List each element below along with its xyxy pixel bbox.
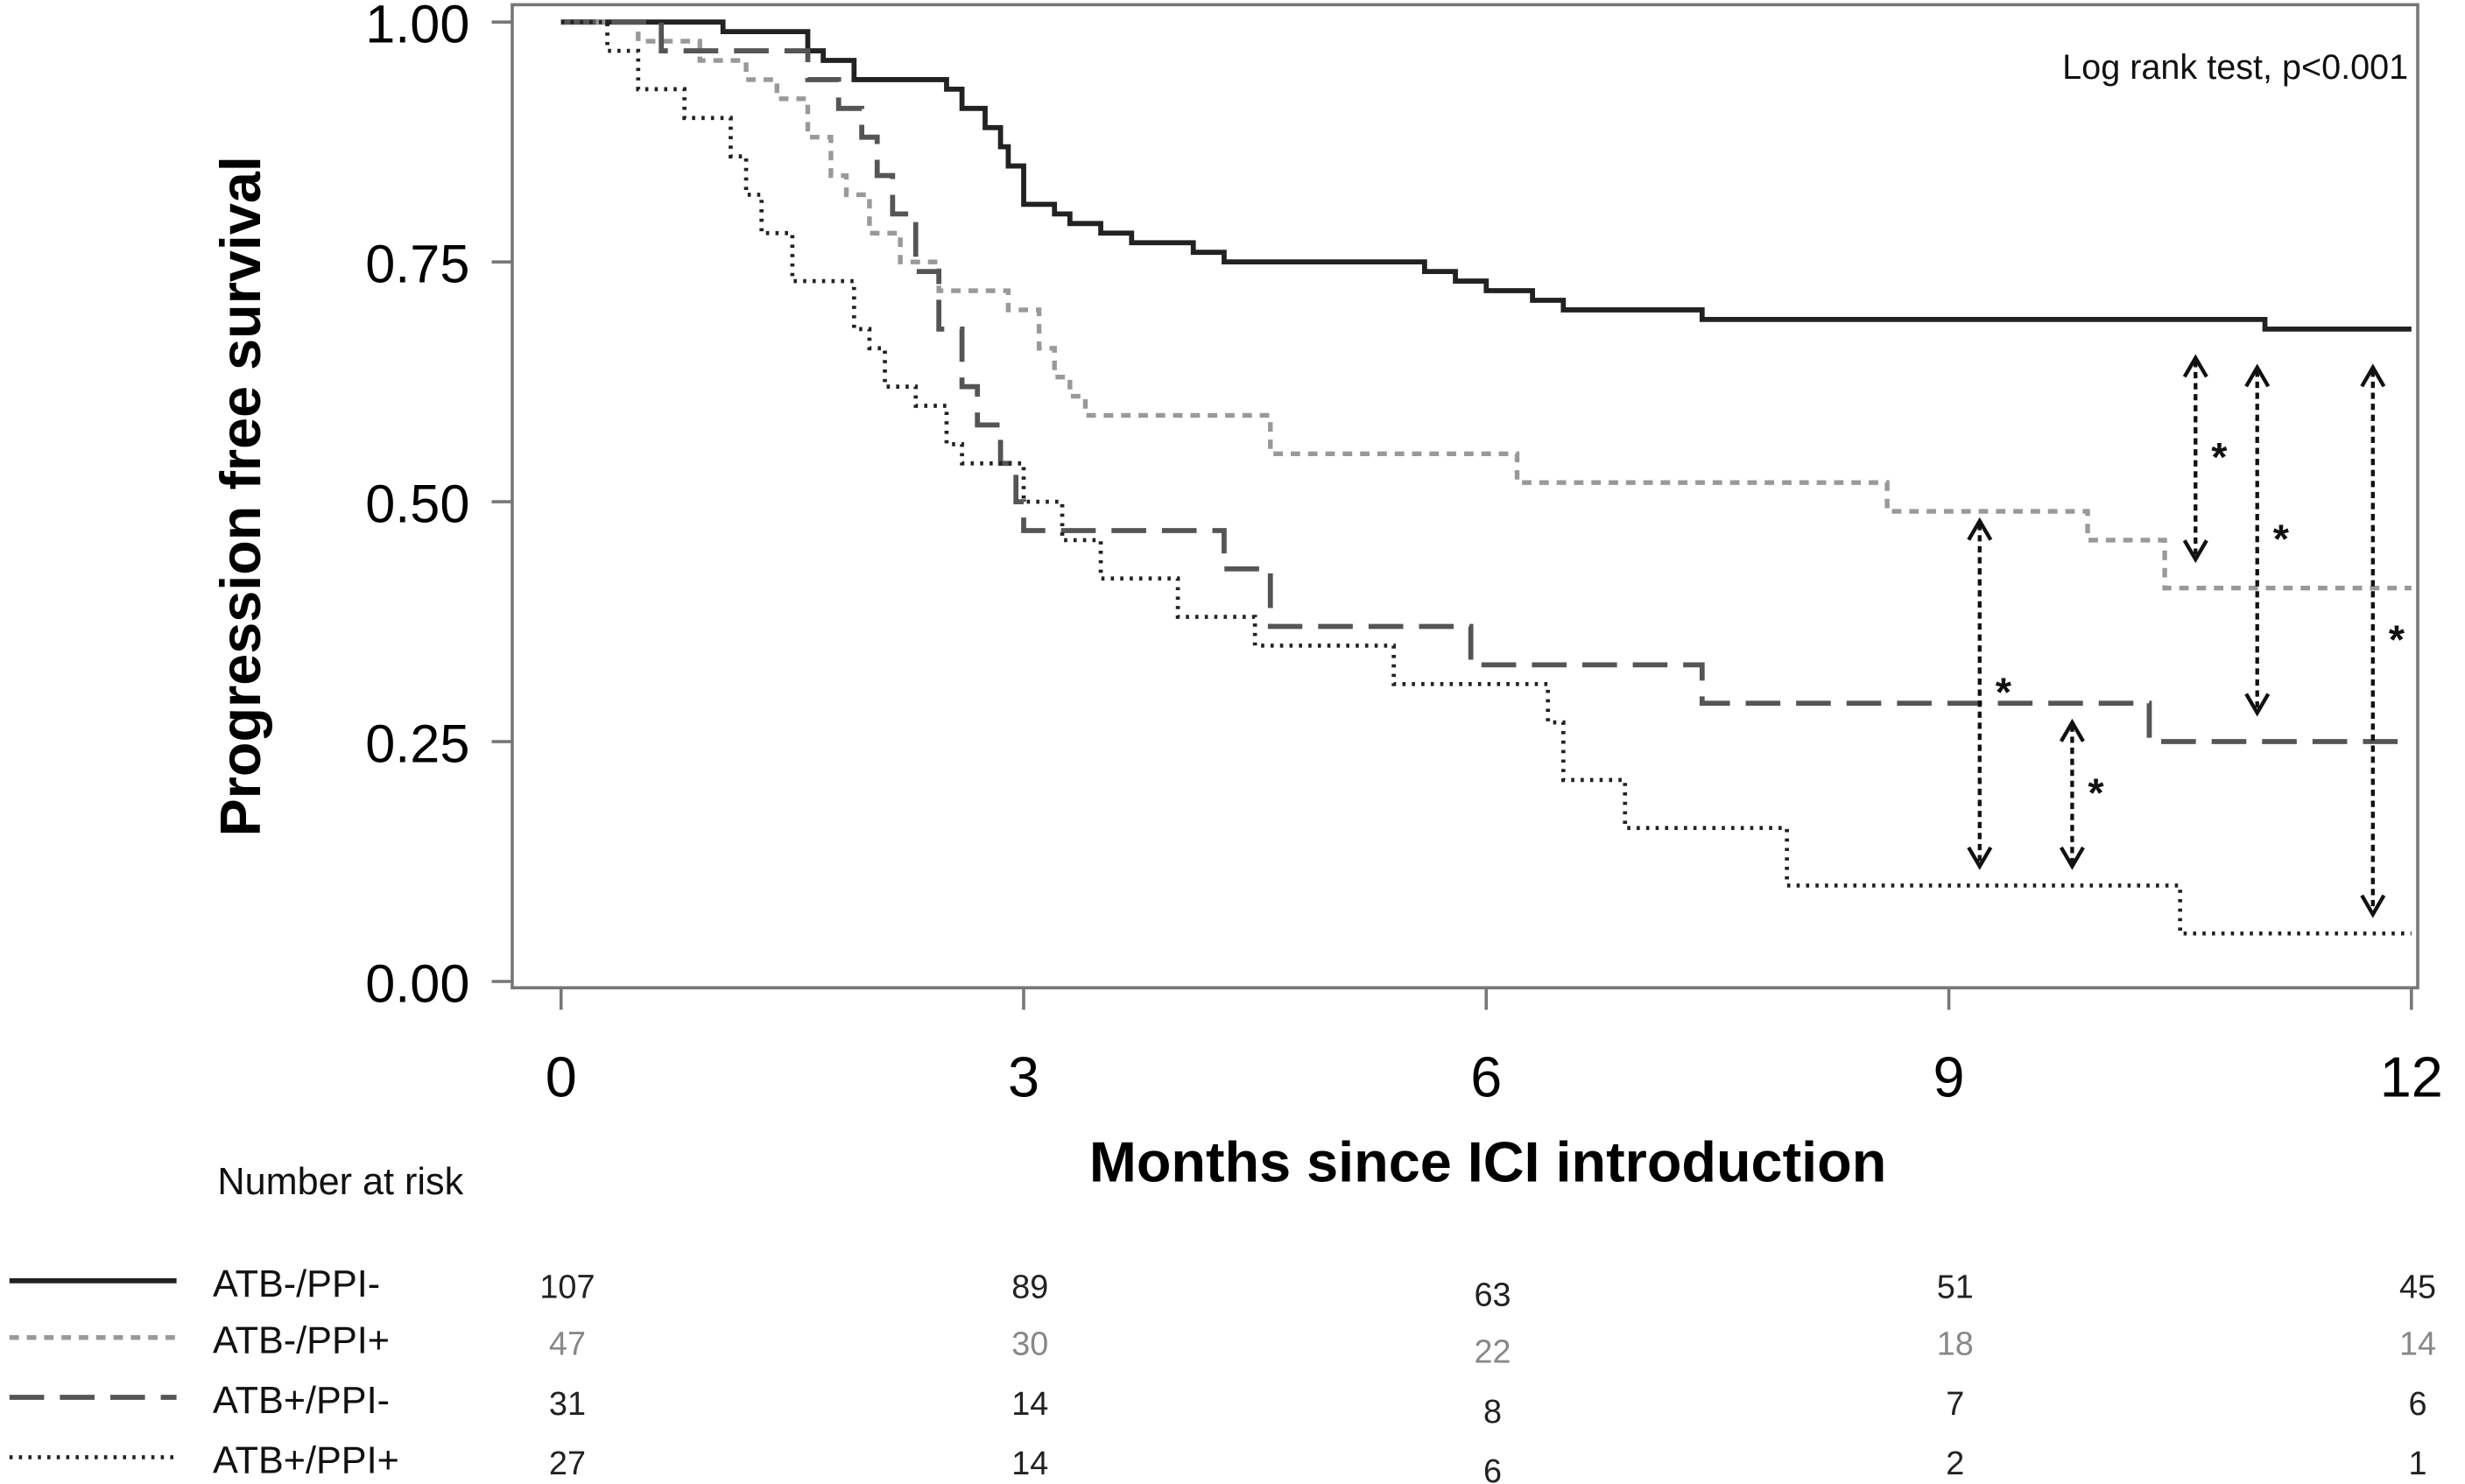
x-tick-label: 12 xyxy=(2380,1044,2443,1108)
y-axis: 0.00 0.25 0.50 0.75 1.00 xyxy=(365,0,512,1013)
risk-value: 8 xyxy=(1483,1394,1502,1431)
y-tick-label: 0.75 xyxy=(365,235,469,294)
risk-value: 107 xyxy=(539,1269,595,1306)
comparison-arrow-head-down xyxy=(2182,539,2208,564)
significance-marker: * xyxy=(1996,670,2012,715)
comparison-arrow-head-up xyxy=(2059,718,2085,742)
x-tick-label: 0 xyxy=(546,1044,577,1108)
series-line-4 xyxy=(560,19,2412,936)
risk-value: 2 xyxy=(1946,1445,1964,1482)
risk-value: 7 xyxy=(1946,1386,1964,1423)
risk-row-label: ATB-/PPI+ xyxy=(213,1320,390,1362)
y-tick-label: 0.50 xyxy=(365,474,469,533)
series-line-3 xyxy=(560,19,2412,744)
series-line-2 xyxy=(560,19,2412,591)
risk-value: 6 xyxy=(1483,1453,1502,1484)
risk-value: 27 xyxy=(549,1445,586,1482)
risk-value: 45 xyxy=(2399,1269,2436,1306)
risk-value: 18 xyxy=(1937,1326,1974,1362)
significance-marker: * xyxy=(2273,516,2290,561)
risk-value: 14 xyxy=(1011,1445,1048,1482)
risk-value: 31 xyxy=(549,1386,586,1423)
log-rank-annotation: Log rank test, p<0.001 xyxy=(2062,48,2408,87)
y-tick-label: 0.00 xyxy=(365,953,469,1013)
comparison-arrow-head-down xyxy=(1967,846,1993,870)
y-tick-label: 0.25 xyxy=(365,714,469,773)
risk-value: 1 xyxy=(2408,1445,2426,1482)
comparison-arrow-head-up xyxy=(2360,363,2386,388)
y-tick-label: 1.00 xyxy=(365,0,469,54)
risk-row-label: ATB+/PPI+ xyxy=(213,1439,399,1481)
risk-value: 51 xyxy=(1937,1269,1974,1306)
risk-value: 30 xyxy=(1011,1326,1048,1362)
comparison-arrow-head-up xyxy=(2182,354,2208,378)
significance-marker: * xyxy=(2211,434,2228,480)
risk-value: 89 xyxy=(1011,1269,1048,1306)
x-tick-label: 6 xyxy=(1470,1044,1502,1108)
x-axis: 0 3 6 9 12 xyxy=(546,988,2443,1108)
x-axis-label: Months since ICI introduction xyxy=(1089,1130,1886,1194)
series-layer xyxy=(560,19,2412,936)
risk-value: 6 xyxy=(2408,1386,2426,1423)
comparison-arrow-head-up xyxy=(1967,517,1993,541)
significance-marker: * xyxy=(2088,770,2104,816)
series-line-1 xyxy=(560,19,2412,332)
y-axis-label: Progression free survival xyxy=(208,156,272,836)
risk-row-label: ATB-/PPI- xyxy=(213,1263,380,1305)
risk-value: 14 xyxy=(1011,1386,1048,1423)
significance-marker: * xyxy=(2389,616,2405,662)
risk-value: 14 xyxy=(2399,1326,2436,1362)
risk-row-label: ATB+/PPI- xyxy=(213,1380,390,1422)
risk-value: 47 xyxy=(549,1326,586,1362)
comparison-arrow-head-down xyxy=(2244,693,2271,717)
comparison-arrow-head-up xyxy=(2244,363,2271,388)
x-tick-label: 9 xyxy=(1933,1044,1965,1108)
comparison-layer: * * * * * xyxy=(1967,354,2405,918)
x-tick-label: 3 xyxy=(1008,1044,1039,1108)
risk-table-title: Number at risk xyxy=(217,1161,463,1203)
comparison-arrow-head-down xyxy=(2360,894,2386,918)
plot-area xyxy=(511,3,2419,989)
comparison-arrow-head-down xyxy=(2059,846,2085,870)
risk-value: 22 xyxy=(1474,1333,1511,1370)
risk-value: 63 xyxy=(1474,1277,1511,1314)
